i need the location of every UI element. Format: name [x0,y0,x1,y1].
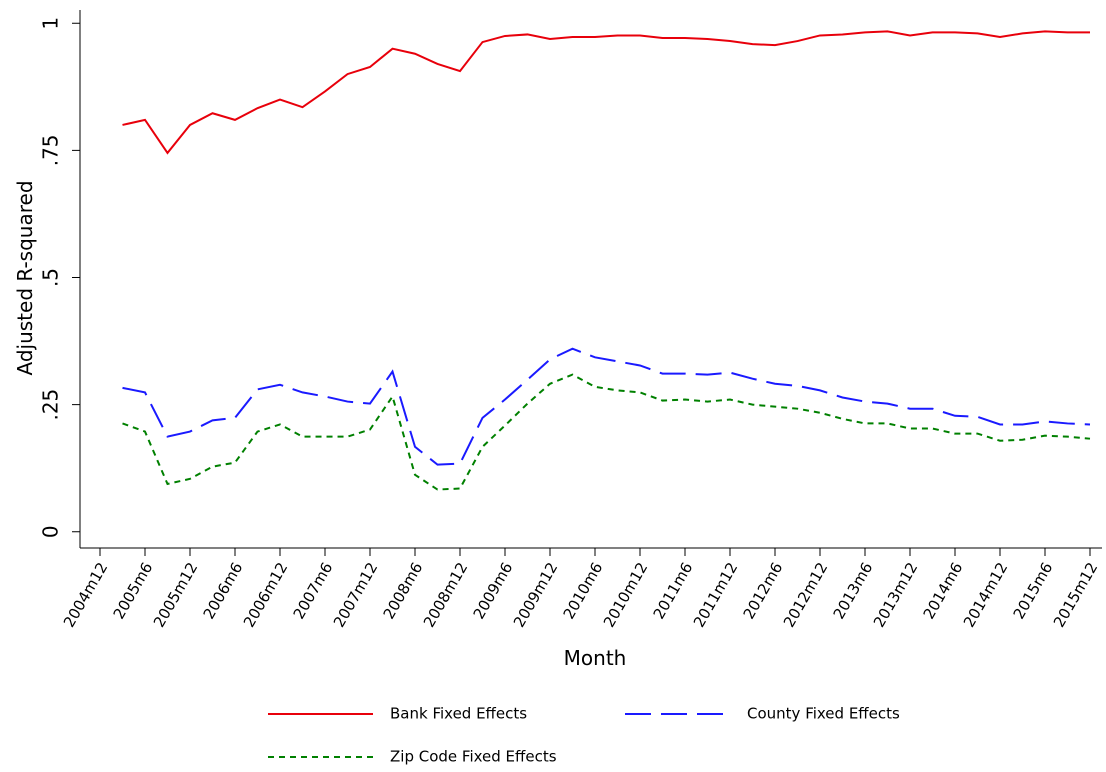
legend-label: Zip Code Fixed Effects [390,748,557,766]
y-axis-title: Adjusted R-squared [13,180,37,375]
series-line [122,30,1090,155]
y-tick-label: 1 [39,17,63,30]
legend-label: Bank Fixed Effects [390,705,527,723]
series-line [122,347,1091,466]
y-tick-label: .75 [39,134,63,166]
y-tick-label: .25 [39,389,63,421]
y-tick-label: 0 [39,525,63,538]
legend-label: County Fixed Effects [747,705,900,723]
y-tick-label: .5 [39,268,63,287]
x-axis-title: Month [564,646,627,670]
